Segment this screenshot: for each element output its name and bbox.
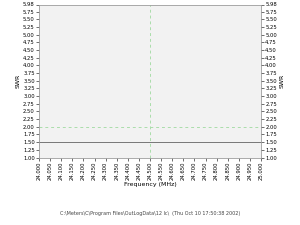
2: [157, 141, 161, 144]
X-axis label: Frequency (MHz): Frequency (MHz): [124, 182, 176, 187]
2: [254, 141, 257, 144]
2: [259, 141, 263, 144]
2: [219, 141, 223, 144]
Text: C:\Meters\C\Program Files\OutLogData\12 lc\  (Thu Oct 10 17:50:38 2002): C:\Meters\C\Program Files\OutLogData\12 …: [60, 211, 240, 216]
2: [142, 141, 146, 144]
Y-axis label: SWR: SWR: [15, 74, 20, 88]
2: [144, 141, 148, 144]
2: [37, 141, 41, 144]
2: [169, 141, 173, 144]
Y-axis label: SWR: SWR: [280, 74, 285, 88]
